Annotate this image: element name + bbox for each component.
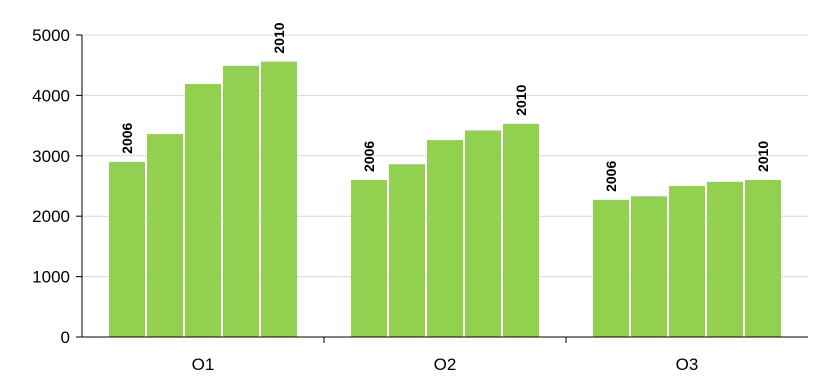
y-axis-tick-labels: 0 1000 2000 3000 4000 5000: [32, 26, 70, 347]
bar-o3-3: [669, 186, 705, 337]
bar-o1-4: [223, 65, 259, 337]
bar-o2-1: [351, 179, 387, 337]
y-tick-label: 1000: [32, 268, 70, 287]
bar-o2-2: [389, 164, 425, 337]
x-category-label: O3: [676, 355, 699, 374]
bar-data-label: 2010: [271, 22, 287, 53]
bar-o2-5: [503, 123, 539, 338]
y-tick-label: 0: [61, 328, 70, 347]
bar-data-label: 2010: [513, 84, 529, 115]
bar-o1-5: [261, 61, 297, 338]
bar-o3-2: [631, 196, 667, 337]
bar-o3-1: [593, 199, 629, 337]
y-tick-label: 2000: [32, 207, 70, 226]
y-tick-label: 5000: [32, 26, 70, 45]
bar-o2-3: [427, 140, 463, 337]
x-category-label: O2: [434, 355, 457, 374]
x-category-label: O1: [192, 355, 215, 374]
bar-o1-2: [147, 134, 183, 337]
axes: [76, 34, 808, 343]
y-tick-label: 4000: [32, 86, 70, 105]
bar-o1-1: [109, 161, 145, 337]
bar-o3-4: [707, 181, 743, 337]
bar-data-labels: 2006 2010 2006 2010 2006 2010: [119, 22, 771, 192]
bar-data-label: 2006: [119, 122, 135, 153]
bar-o3-5: [745, 179, 781, 337]
y-tick-label: 3000: [32, 147, 70, 166]
bar-o1-3: [185, 83, 221, 337]
x-axis-category-labels: O1 O2 O3: [192, 355, 699, 374]
bar-data-label: 2006: [361, 141, 377, 172]
bar-o2-4: [465, 130, 501, 337]
bar-data-label: 2006: [603, 161, 619, 192]
bar-data-label: 2010: [755, 141, 771, 172]
bars: [109, 61, 781, 338]
